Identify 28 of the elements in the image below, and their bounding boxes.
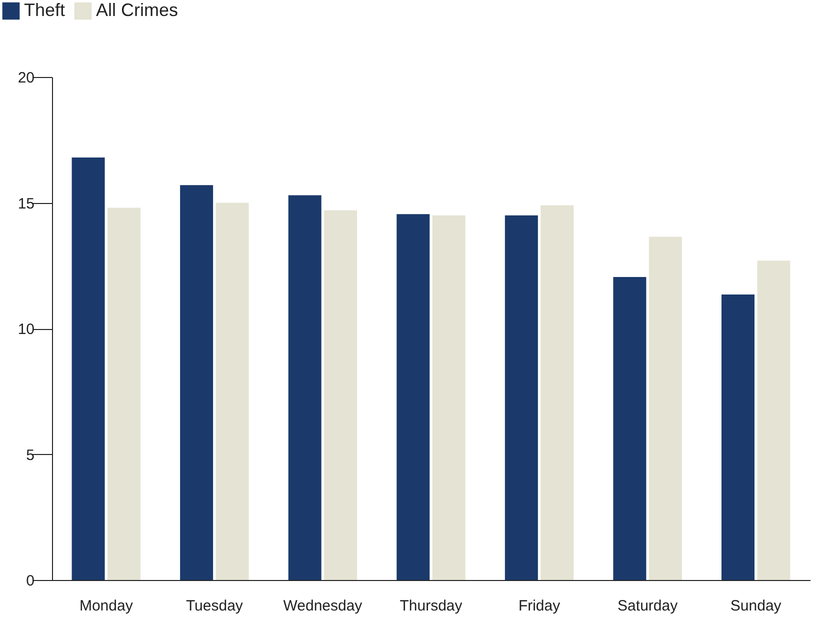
y-tick-label: 0 bbox=[26, 572, 34, 590]
y-tick-label: 5 bbox=[26, 446, 34, 464]
legend-label: All Crimes bbox=[96, 0, 178, 20]
bar bbox=[721, 294, 754, 580]
x-tick-label: Saturday bbox=[618, 598, 678, 614]
bar bbox=[288, 195, 322, 580]
bar bbox=[72, 157, 105, 580]
legend-label: Theft bbox=[24, 0, 66, 20]
y-tick-label: 20 bbox=[18, 70, 34, 86]
bar bbox=[180, 185, 214, 580]
bar bbox=[216, 202, 249, 580]
y-tick-label: 15 bbox=[18, 195, 34, 212]
x-tick-label: Friday bbox=[518, 598, 561, 614]
bar bbox=[324, 210, 358, 580]
bar bbox=[540, 205, 574, 580]
bar bbox=[108, 208, 141, 580]
bar bbox=[504, 215, 538, 580]
bar bbox=[396, 214, 430, 580]
y-tick-label: 10 bbox=[18, 321, 34, 338]
bar bbox=[613, 276, 646, 580]
x-tick-label: Thursday bbox=[400, 598, 463, 614]
bar bbox=[432, 215, 466, 580]
bar bbox=[648, 236, 682, 580]
x-tick-label: Monday bbox=[79, 598, 134, 614]
x-tick-label: Sunday bbox=[730, 598, 782, 614]
x-tick-label: Wednesday bbox=[283, 598, 363, 614]
x-tick-label: Tuesday bbox=[186, 598, 244, 614]
bar bbox=[757, 260, 790, 580]
